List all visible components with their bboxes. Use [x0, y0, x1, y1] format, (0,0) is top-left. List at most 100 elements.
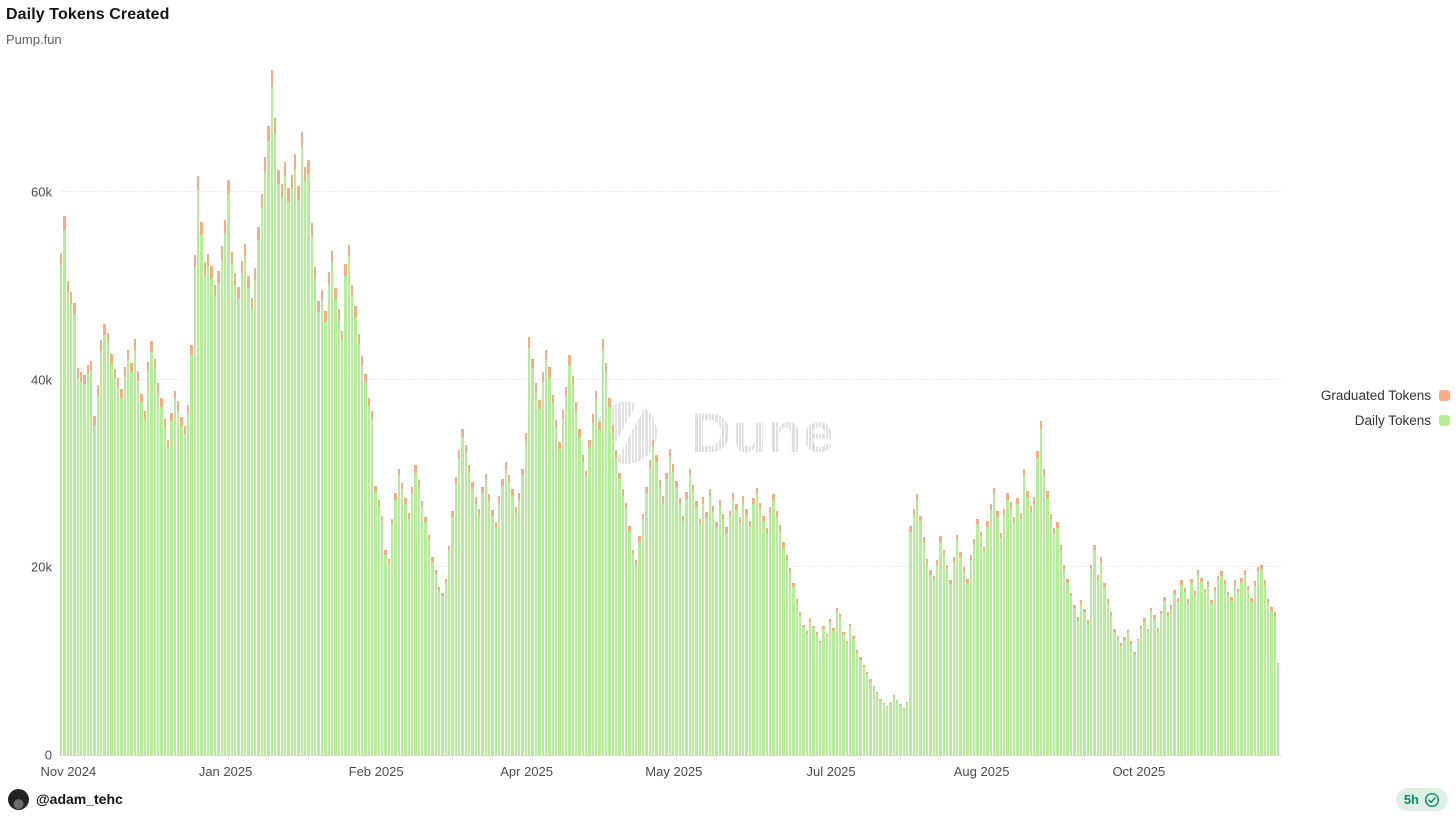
bar[interactable] — [511, 70, 515, 755]
bar[interactable] — [324, 70, 328, 755]
bar[interactable] — [1153, 70, 1157, 755]
bar[interactable] — [785, 70, 789, 755]
bar[interactable] — [528, 70, 532, 755]
bar[interactable] — [327, 70, 331, 755]
bar[interactable] — [197, 70, 201, 755]
bar[interactable] — [899, 70, 903, 755]
bar[interactable] — [638, 70, 642, 755]
bar[interactable] — [1026, 70, 1030, 755]
bar[interactable] — [387, 70, 392, 755]
bar[interactable] — [946, 70, 950, 755]
bar[interactable] — [347, 70, 351, 755]
bar[interactable] — [1036, 70, 1040, 755]
bar[interactable] — [377, 70, 381, 755]
bar[interactable] — [842, 70, 846, 755]
bar[interactable] — [404, 70, 408, 755]
bar[interactable] — [956, 70, 960, 755]
bar[interactable] — [1046, 70, 1050, 755]
bar[interactable] — [835, 70, 840, 755]
bar[interactable] — [815, 70, 820, 755]
bar[interactable] — [635, 70, 639, 755]
bar[interactable] — [825, 70, 830, 755]
bar[interactable] — [213, 70, 218, 755]
bar[interactable] — [173, 70, 178, 755]
bar[interactable] — [491, 70, 495, 755]
bar[interactable] — [849, 70, 853, 755]
bar[interactable] — [715, 70, 719, 755]
bar[interactable] — [802, 70, 806, 755]
bar[interactable] — [712, 70, 716, 755]
bar[interactable] — [284, 70, 288, 755]
bar[interactable] — [832, 70, 836, 755]
bar[interactable] — [735, 70, 739, 755]
bar[interactable] — [574, 70, 579, 755]
bar[interactable] — [367, 70, 371, 755]
bar[interactable] — [143, 70, 147, 755]
bar[interactable] — [554, 70, 559, 755]
bar[interactable] — [340, 70, 345, 755]
bar[interactable] — [728, 70, 733, 755]
bar[interactable] — [1069, 70, 1074, 755]
bar[interactable] — [966, 70, 970, 755]
bar[interactable] — [875, 70, 880, 755]
bar[interactable] — [872, 70, 876, 755]
bar[interactable] — [233, 70, 238, 755]
bar[interactable] — [671, 70, 676, 755]
bar[interactable] — [146, 70, 151, 755]
bar[interactable] — [922, 70, 927, 755]
bar[interactable] — [571, 70, 575, 755]
bar[interactable] — [437, 70, 442, 755]
bar[interactable] — [447, 70, 452, 755]
bar[interactable] — [1277, 70, 1281, 755]
bar[interactable] — [1233, 70, 1237, 755]
bar[interactable] — [1002, 70, 1007, 755]
bar[interactable] — [1237, 70, 1241, 755]
bar[interactable] — [695, 70, 699, 755]
bar[interactable] — [310, 70, 315, 755]
bar[interactable] — [1260, 70, 1264, 755]
bar[interactable] — [1190, 70, 1194, 755]
bar[interactable] — [651, 70, 656, 755]
bar[interactable] — [845, 70, 850, 755]
bar[interactable] — [1009, 70, 1013, 755]
bar[interactable] — [952, 70, 957, 755]
bar[interactable] — [1066, 70, 1070, 755]
bar[interactable] — [1109, 70, 1114, 755]
bar[interactable] — [90, 70, 94, 755]
bar[interactable] — [992, 70, 997, 755]
bar[interactable] — [544, 70, 549, 755]
bar[interactable] — [481, 70, 485, 755]
bar[interactable] — [1136, 70, 1141, 755]
bar[interactable] — [1056, 70, 1060, 755]
bar[interactable] — [200, 70, 204, 755]
bar[interactable] — [768, 70, 773, 755]
bar[interactable] — [892, 70, 896, 755]
bar[interactable] — [879, 70, 883, 755]
bar[interactable] — [859, 70, 863, 755]
bar[interactable] — [364, 70, 368, 755]
bar[interactable] — [267, 70, 271, 755]
bar[interactable] — [170, 70, 174, 755]
bar[interactable] — [467, 70, 472, 755]
bar[interactable] — [156, 70, 161, 755]
bar[interactable] — [257, 70, 261, 755]
bar[interactable] — [253, 70, 258, 755]
bar[interactable] — [180, 70, 184, 755]
bar[interactable] — [1143, 70, 1147, 755]
bar[interactable] — [1253, 70, 1258, 755]
bar[interactable] — [798, 70, 803, 755]
bar[interactable] — [611, 70, 616, 755]
bar[interactable] — [354, 70, 358, 755]
bar[interactable] — [1093, 70, 1097, 755]
bar[interactable] — [150, 70, 154, 755]
bar[interactable] — [989, 70, 993, 755]
bar[interactable] — [1200, 70, 1204, 755]
bar[interactable] — [421, 70, 425, 755]
bar[interactable] — [1150, 70, 1154, 755]
bar[interactable] — [86, 70, 91, 755]
bar[interactable] — [106, 70, 111, 755]
bar[interactable] — [605, 70, 609, 755]
bar[interactable] — [1049, 70, 1054, 755]
bar[interactable] — [243, 70, 248, 755]
legend-item-daily-tokens[interactable]: Daily Tokens — [1321, 408, 1450, 433]
